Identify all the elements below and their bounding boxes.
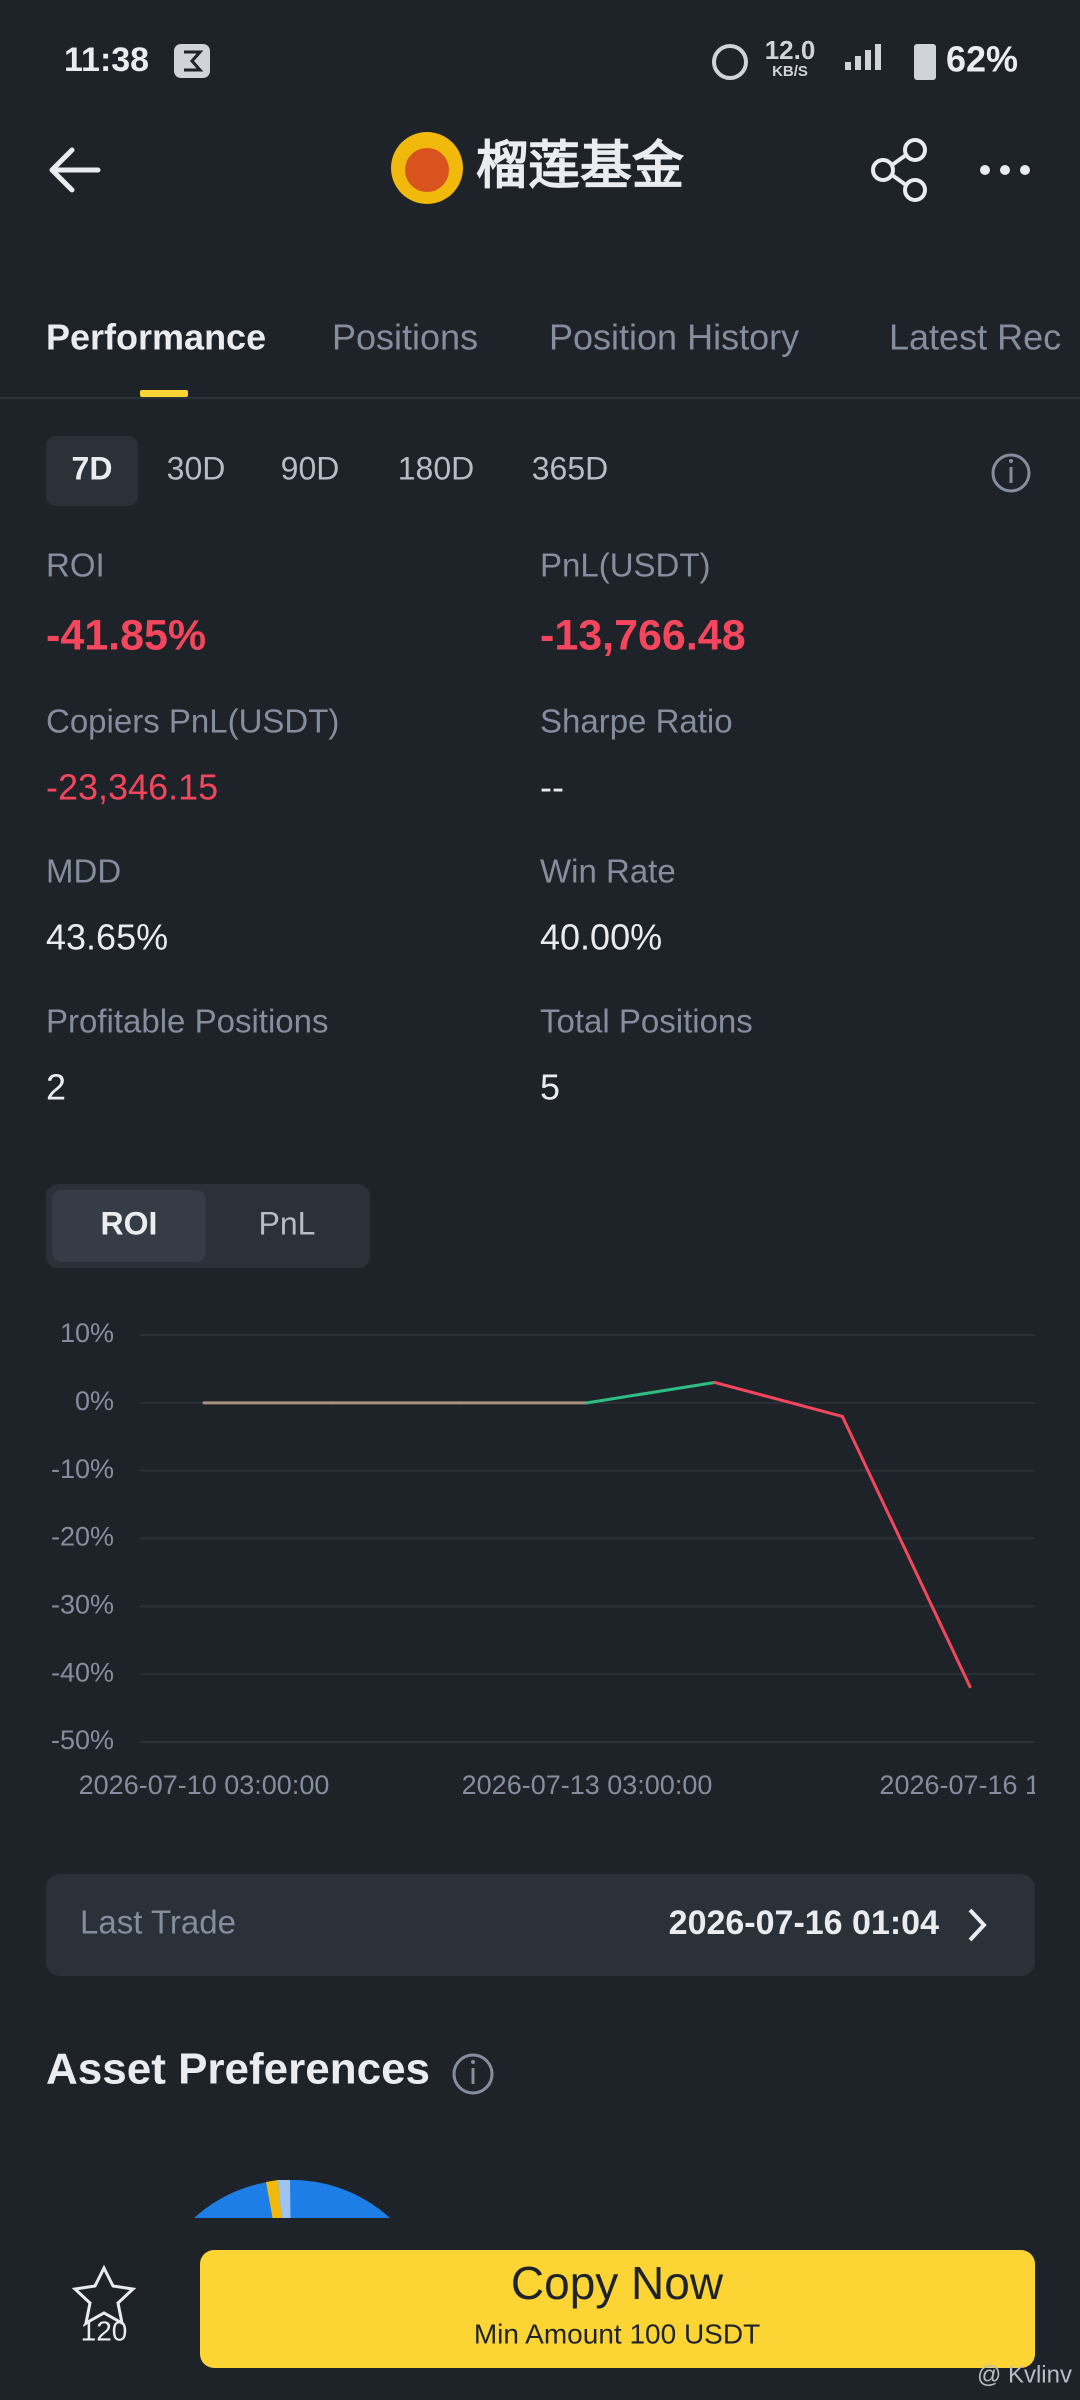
- x-tick-label: 2026-07-16 11:: [879, 1770, 1060, 1800]
- tab[interactable]: Positions: [332, 317, 478, 358]
- stat-label: Profitable Positions: [46, 1003, 328, 1040]
- stat-value: -41.85%: [46, 611, 206, 659]
- period-chip[interactable]: 90D: [281, 450, 340, 486]
- last-trade-value: 2026-07-16 01:04: [669, 1904, 939, 1942]
- battery-icon: [914, 44, 936, 80]
- stat-value: 40.00%: [540, 917, 662, 958]
- line-segment: [713, 1380, 844, 1418]
- watermark: @ Kvlinv: [977, 2361, 1072, 2388]
- tab[interactable]: Latest Rec: [889, 317, 1061, 358]
- back-button[interactable]: [49, 147, 101, 193]
- y-tick-label: -30%: [51, 1589, 114, 1619]
- period-chip[interactable]: 30D: [167, 450, 226, 486]
- net-speed: 12.0: [765, 35, 816, 65]
- stat-value: 43.65%: [46, 917, 168, 958]
- y-tick-label: -10%: [51, 1454, 114, 1484]
- favorite-star[interactable]: [71, 2264, 137, 2326]
- x-tick-label: 2026-07-13 03:00:00: [462, 1770, 713, 1800]
- page-title: 榴莲基金: [476, 138, 685, 196]
- divider: [0, 397, 1080, 399]
- button-sublabel: Min Amount 100 USDT: [474, 2318, 760, 2349]
- sigma-glyph: [184, 50, 204, 72]
- y-tick-label: 10%: [60, 1318, 114, 1348]
- y-tick-label: -20%: [51, 1522, 114, 1552]
- line-segment: [585, 1380, 717, 1405]
- last-trade-label: Last Trade: [80, 1904, 236, 1941]
- info-icon[interactable]: [991, 453, 1031, 493]
- chart-toggle[interactable]: ROI: [101, 1205, 158, 1241]
- share-button[interactable]: [871, 138, 927, 202]
- stat-value: -13,766.48: [540, 611, 746, 659]
- period-chip-selected[interactable]: [46, 436, 138, 506]
- stat-label: Copiers PnL(USDT): [46, 703, 339, 740]
- copy-now-button[interactable]: [200, 2250, 1035, 2368]
- section-title: Asset Preferences: [46, 2045, 430, 2094]
- alarm-icon: [712, 44, 748, 80]
- y-tick-label: -50%: [51, 1725, 114, 1755]
- last-trade-card[interactable]: [46, 1874, 1035, 1976]
- stat-label: Sharpe Ratio: [540, 703, 733, 740]
- stat-label: PnL(USDT): [540, 547, 711, 584]
- stat-label: MDD: [46, 853, 121, 890]
- net-unit: KB/S: [772, 63, 808, 80]
- y-tick-label: -40%: [51, 1657, 114, 1687]
- stat-label: Total Positions: [540, 1003, 753, 1040]
- stat-value: 2: [46, 1067, 66, 1108]
- y-tick-label: 0%: [75, 1386, 114, 1416]
- chart-toggle[interactable]: PnL: [259, 1205, 316, 1241]
- tab-indicator: [140, 390, 188, 397]
- stat-value: -23,346.15: [46, 767, 218, 808]
- stat-value: 5: [540, 1067, 560, 1108]
- chevron: [968, 1908, 987, 1942]
- more-button[interactable]: [980, 165, 1030, 175]
- favorites-count: 120: [81, 2315, 128, 2346]
- tab[interactable]: Performance: [46, 317, 266, 358]
- line-segment: [840, 1414, 972, 1689]
- asset-pie: [192, 2180, 392, 2220]
- stat-label: Win Rate: [540, 853, 676, 890]
- x-tick-label: 2026-07-10 03:00:00: [79, 1770, 330, 1800]
- battery-level: 62%: [946, 39, 1018, 80]
- signal-icon: [845, 44, 881, 70]
- stat-label: ROI: [46, 547, 105, 584]
- tab[interactable]: Position History: [549, 317, 799, 358]
- toggle-selected[interactable]: [52, 1190, 206, 1262]
- asset-info-icon[interactable]: [452, 2053, 494, 2095]
- stat-value: --: [540, 767, 564, 808]
- status-time: 11:38: [64, 41, 149, 79]
- button-label: Copy Now: [511, 2257, 724, 2309]
- period-chip[interactable]: 7D: [72, 450, 113, 486]
- period-chip[interactable]: 365D: [532, 450, 609, 486]
- period-chip[interactable]: 180D: [398, 450, 475, 486]
- avatar-face: [405, 148, 449, 192]
